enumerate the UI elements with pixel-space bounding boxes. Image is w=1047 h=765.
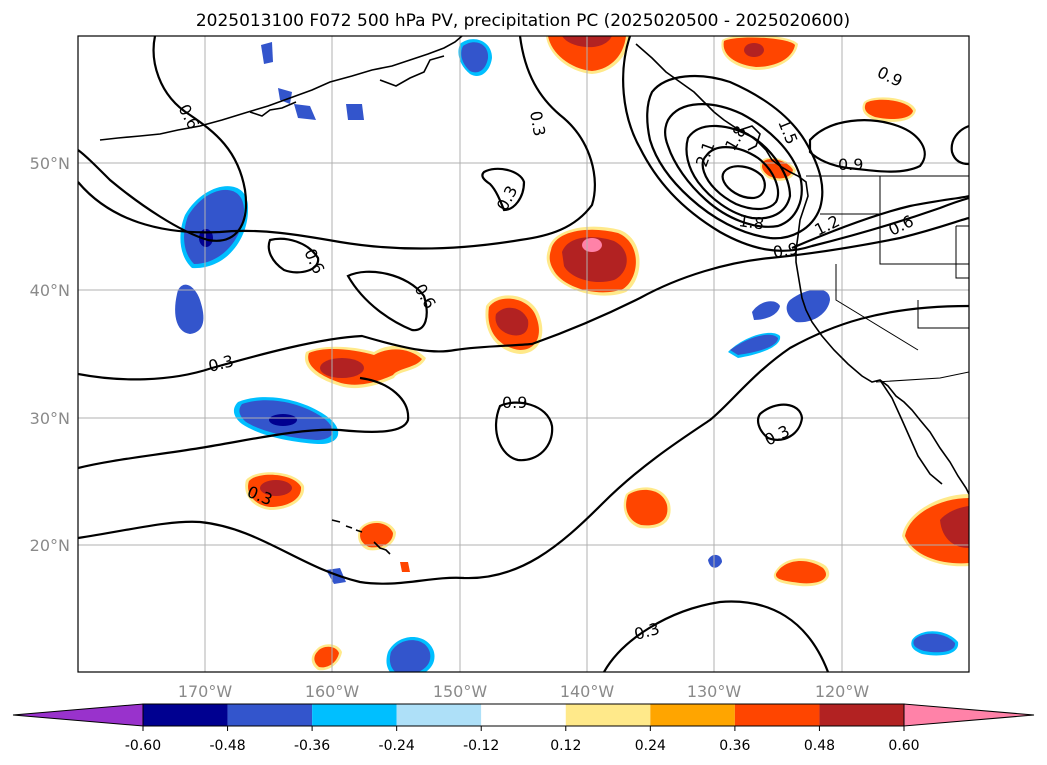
colorbar: -0.60 -0.48 -0.36 -0.24 -0.12 0.12 0.24 0.36 0.4… (12, 703, 1035, 754)
precip-blob-pos-146w37n (485, 295, 543, 354)
lat-tick-30: 30°N (30, 409, 70, 428)
contour-1.5 (663, 103, 803, 228)
precip-blob-neg-coast (708, 289, 959, 656)
coast-kodiak (379, 55, 445, 87)
contour-2.1 (701, 146, 780, 211)
colorbar-tick-label: -0.36 (294, 738, 330, 754)
colorbar-bin (312, 704, 397, 726)
contour-1.8 (685, 124, 792, 220)
contour-0.9-outer (622, 36, 969, 252)
colorbar-tick-label: -0.12 (463, 738, 499, 754)
colorbar-bin (734, 704, 820, 726)
coast-baja (879, 379, 943, 485)
colorbar-extend-over (903, 703, 1035, 727)
contour-0.6-mid (346, 270, 428, 332)
contour-0.3-bottom (603, 600, 830, 672)
contour-0.3-main (78, 216, 969, 381)
lon-tick-130w: 130°W (687, 682, 742, 701)
lat-tick-50: 50°N (30, 154, 70, 173)
colorbar-tick-label: -0.24 (379, 738, 415, 754)
precip-blob-pos-south (623, 487, 969, 587)
contour-label: 0.3 (526, 109, 549, 137)
contour-0.3-lower (78, 304, 969, 585)
border-us-mexico (875, 371, 969, 383)
figure-title: 2025013100 F072 500 hPa PV, precipitatio… (196, 11, 850, 31)
colorbar-outline (142, 703, 905, 727)
coast-vancouver-island (739, 125, 761, 151)
coast-hawaii (373, 541, 391, 555)
map-frame (77, 35, 970, 673)
colorbar-tick-label: 0.60 (888, 738, 919, 754)
border-us-states-1 (879, 176, 969, 265)
map-content: 0.6 0.3 0.3 0.6 0.6 0.3 0.9 0.3 0.3 0.3 … (78, 36, 969, 672)
map-gridlines (78, 36, 969, 672)
colorbar-bin (565, 704, 651, 726)
colorbar-bin (227, 704, 313, 726)
contour-label: 0.9 (771, 239, 799, 262)
coast-hawaii-islands (331, 519, 363, 533)
border-us-states-3 (955, 225, 969, 279)
coastlines (99, 36, 969, 555)
lat-tick-labels: 50°N 40°N 30°N 20°N (30, 154, 70, 555)
lat-tick-40: 40°N (30, 281, 70, 300)
colorbar-tick-label: 0.48 (804, 738, 835, 754)
coast-aleutians (249, 101, 297, 117)
coast-alaska-peninsula (99, 36, 463, 141)
contour-0.9-ne (808, 119, 926, 173)
coast-north-america (635, 43, 969, 495)
borders (806, 175, 969, 383)
contour-0.6-northwest (78, 36, 248, 242)
lon-tick-160w: 160°W (305, 682, 360, 701)
contour-label: 0.9 (838, 155, 863, 174)
precip-blob-neg-northpac (261, 39, 492, 120)
precip-blob-pos-140w42n (546, 226, 640, 296)
contour-0.3-north (78, 36, 596, 250)
contour-0.3-east (757, 403, 804, 441)
contour-0.6-east (791, 194, 969, 250)
colorbar-bin (396, 704, 482, 726)
contour-1.2 (646, 74, 824, 240)
colorbar-tick-label: 0.36 (719, 738, 750, 754)
precip-blob-pos-166w24n (245, 472, 305, 510)
lon-tick-120w: 120°W (815, 682, 870, 701)
colorbar-bin (481, 704, 566, 726)
lon-tick-170w: 170°W (178, 682, 233, 701)
precip-blob-neg-170w45n (180, 186, 249, 269)
colorbar-tick-label: 0.12 (550, 738, 581, 754)
precip-blob-neg-172w38n (175, 284, 204, 334)
contour-0.9-mid (495, 401, 554, 462)
contour-0.9-edge (950, 124, 969, 166)
lon-tick-140w: 140°W (560, 682, 615, 701)
lon-tick-labels: 170°W 160°W 150°W 140°W 130°W 120°W (178, 682, 870, 701)
precip-blob-pos-158w34n (304, 345, 426, 389)
colorbar-bin (819, 704, 904, 726)
colorbar-bin (650, 704, 735, 726)
contour-0.3-south (78, 376, 410, 470)
precip-blob-neg-154w12n (326, 568, 435, 672)
pv-contours (78, 36, 969, 672)
contour-inner (721, 165, 766, 200)
colorbar-bin (143, 704, 228, 726)
contour-label: 0.9 (502, 393, 527, 412)
colorbar-extend-under (12, 703, 144, 727)
lat-tick-20: 20°N (30, 536, 70, 555)
contour-0.3-small (481, 167, 526, 212)
colorbar-tick-label: 0.24 (635, 738, 666, 754)
colorbar-tick-label: -0.60 (125, 738, 161, 754)
colorbar-tick-label: -0.48 (209, 738, 245, 754)
precip-blob-pos-hawaii (311, 520, 410, 671)
contour-label: 1.8 (737, 211, 765, 233)
lon-tick-150w: 150°W (433, 682, 488, 701)
contour-0.6-small (267, 237, 320, 274)
